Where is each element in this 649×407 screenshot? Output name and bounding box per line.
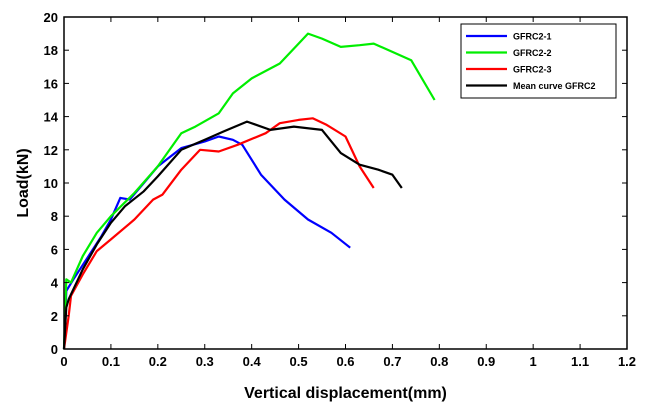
x-tick-label: 0.1	[102, 354, 120, 369]
series-line-2	[62, 32, 436, 350]
x-tick-label: 0.7	[383, 354, 401, 369]
x-tick-label: 0.4	[243, 354, 262, 369]
y-tick-label: 16	[44, 76, 58, 91]
x-tick-label: 1.1	[571, 354, 589, 369]
x-tick-label: 1	[530, 354, 537, 369]
series-line-3	[62, 117, 375, 350]
legend: GFRC2-1 GFRC2-2 GFRC2-3 Mean curve GFRC2	[460, 23, 617, 99]
y-tick-label: 2	[51, 309, 58, 324]
legend-label-1: GFRC2-1	[513, 32, 552, 42]
x-tick-label: 0	[60, 354, 67, 369]
x-tick-label: 0.6	[336, 354, 354, 369]
y-axis-ticks: 0 2 4 6 8 10 12 14 16 18 20	[44, 10, 627, 357]
y-axis-title: Load(kN)	[15, 148, 32, 217]
series-layer	[62, 32, 436, 350]
x-tick-label: 0.3	[196, 354, 214, 369]
x-tick-label: 0.9	[477, 354, 495, 369]
x-tick-label: 0.8	[430, 354, 448, 369]
y-tick-label: 12	[44, 143, 58, 158]
y-tick-label: 6	[51, 242, 58, 257]
y-tick-label: 8	[51, 209, 58, 224]
x-axis-title: Vertical displacement(mm)	[244, 385, 447, 402]
series-line-1	[62, 135, 351, 350]
y-tick-label: 4	[51, 276, 59, 291]
x-tick-label: 1.2	[618, 354, 636, 369]
x-tick-label: 0.2	[149, 354, 167, 369]
series-line-4	[62, 120, 403, 350]
y-tick-label: 14	[44, 110, 59, 125]
plot-frame	[63, 16, 628, 350]
x-tick-label: 0.5	[290, 354, 308, 369]
legend-label-2: GFRC2-2	[513, 48, 552, 58]
y-tick-label: 10	[44, 176, 58, 191]
legend-label-4: Mean curve GFRC2	[513, 81, 596, 91]
y-tick-label: 0	[51, 342, 58, 357]
x-axis-ticks: 0 0.1 0.2 0.3 0.4 0.5 0.6 0.7 0.8 0.9 1 1.1 1.2	[60, 17, 636, 369]
y-tick-label: 20	[44, 10, 58, 25]
y-tick-label: 18	[44, 43, 58, 58]
legend-label-3: GFRC2-3	[513, 65, 552, 75]
